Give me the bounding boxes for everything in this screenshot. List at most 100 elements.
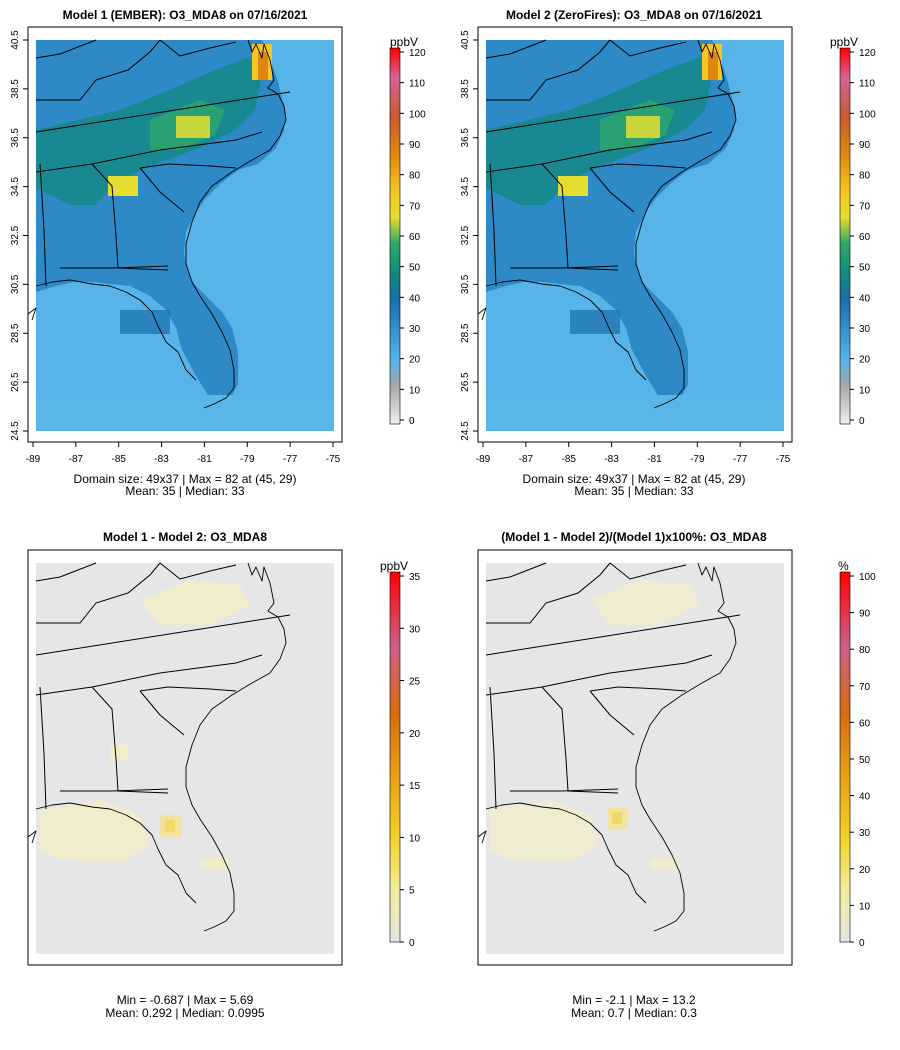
- heatmap-field: [36, 563, 334, 954]
- colorbar-tick-label: 50: [859, 263, 871, 274]
- colorbar-tick-label: 0: [859, 416, 865, 427]
- colorbar: [389, 47, 401, 425]
- stats-line-2: Mean: 0.7 | Median: 0.3: [571, 1006, 697, 1020]
- y-axis: 24.5 26.5 28.5 30.5 32.5 34.5 36.5 38.5 40.5: [10, 30, 29, 441]
- hotspot-cells: [626, 116, 660, 138]
- y-tick-label: 26.5: [10, 372, 21, 392]
- colorbar-tick-label: 15: [409, 781, 421, 792]
- panel-title: Model 1 - Model 2: O3_MDA8: [103, 530, 267, 544]
- colorbar-tick-label: 50: [859, 755, 871, 766]
- panel-title: Model 2 (ZeroFires): O3_MDA8 on 07/16/20…: [506, 8, 762, 22]
- stats-line-2: Mean: 35 | Median: 33: [125, 484, 245, 498]
- colorbar-unit: ppbV: [830, 35, 858, 49]
- colorbar-ticks: 0 10 20 30 40 50 60 70 80 90 100 110 120: [850, 48, 876, 427]
- colorbar-tick-label: 100: [859, 572, 876, 583]
- elevated-cells: [486, 55, 712, 205]
- colorbar-tick-label: 110: [409, 79, 425, 90]
- low-cells: [570, 310, 620, 334]
- stats-line-2: Mean: 35 | Median: 33: [574, 484, 694, 498]
- colorbar-tick-label: 0: [409, 416, 415, 427]
- colorbar-tick-label: 10: [859, 385, 871, 396]
- colorbar-tick-label: 90: [859, 609, 871, 620]
- colorbar-unit: %: [838, 559, 849, 573]
- y-tick-label: 24.5: [10, 421, 21, 441]
- heatmap-field: [36, 40, 334, 431]
- hotspot-cells: [558, 176, 588, 196]
- state-borders: [35, 39, 291, 287]
- colorbar-tick-label: 40: [859, 792, 871, 803]
- y-tick-label: 34.5: [460, 176, 471, 196]
- y-tick-label: 28.5: [460, 323, 471, 343]
- coastline: [477, 39, 737, 409]
- panel-model2: Model 2 (ZeroFires): O3_MDA8 on 07/16/20…: [460, 8, 876, 498]
- x-tick-label: -75: [776, 454, 791, 465]
- y-tick-label: 34.5: [10, 176, 21, 196]
- max-cell: [612, 812, 622, 824]
- hotspot-cells: [176, 116, 210, 138]
- y-tick-label: 28.5: [10, 323, 21, 343]
- colorbar-tick-label: 35: [409, 572, 421, 583]
- colorbar-tick-label: 70: [409, 201, 421, 212]
- hotspot-cells: [108, 176, 138, 196]
- colorbar-tick-label: 0: [859, 938, 865, 949]
- x-tick-label: -87: [69, 454, 84, 465]
- colorbar-tick-label: 20: [409, 355, 421, 366]
- panel-title: (Model 1 - Model 2)/(Model 1)x100%: O3_M…: [501, 530, 767, 544]
- panel-title: Model 1 (EMBER): O3_MDA8 on 07/16/2021: [63, 8, 308, 22]
- x-tick-label: -75: [326, 454, 341, 465]
- x-tick-label: -89: [26, 454, 41, 465]
- y-axis: 24.5 26.5 28.5 30.5 32.5 34.5 36.5 38.5 40.5: [460, 30, 479, 441]
- x-tick-label: -77: [733, 454, 748, 465]
- positive-cells: [200, 858, 228, 870]
- x-tick-label: -87: [519, 454, 534, 465]
- x-tick-label: -77: [283, 454, 298, 465]
- colorbar-tick-label: 30: [409, 624, 421, 635]
- max-cell: [258, 52, 268, 80]
- x-tick-label: -85: [561, 454, 576, 465]
- colorbar-tick-label: 100: [409, 109, 426, 120]
- colorbar-unit: ppbV: [380, 559, 408, 573]
- y-tick-label: 30.5: [10, 274, 21, 294]
- colorbar-tick-label: 30: [859, 828, 871, 839]
- colorbar-tick-label: 20: [409, 729, 421, 740]
- x-tick-label: -81: [197, 454, 212, 465]
- stats-line-2: Mean: 0.292 | Median: 0.0995: [105, 1006, 265, 1020]
- colorbar-tick-label: 90: [859, 140, 871, 151]
- panel-percent-difference: (Model 1 - Model 2)/(Model 1)x100%: O3_M…: [477, 530, 876, 1020]
- colorbar-tick-label: 20: [859, 865, 871, 876]
- colorbar-tick-label: 110: [859, 79, 875, 90]
- colorbar-tick-label: 120: [859, 48, 876, 59]
- low-cells: [120, 310, 170, 334]
- y-tick-label: 32.5: [10, 225, 21, 245]
- y-tick-label: 36.5: [460, 128, 471, 148]
- x-tick-label: -79: [240, 454, 255, 465]
- positive-cells: [590, 580, 700, 625]
- positive-cells: [140, 580, 250, 625]
- colorbar-tick-label: 40: [409, 293, 421, 304]
- max-cell: [165, 820, 175, 832]
- colorbar-tick-label: 90: [409, 140, 421, 151]
- y-tick-label: 40.5: [10, 30, 21, 50]
- positive-cells: [650, 858, 678, 870]
- colorbar-tick-label: 30: [859, 324, 871, 335]
- y-tick-label: 36.5: [10, 128, 21, 148]
- y-tick-label: 40.5: [460, 30, 471, 50]
- ocean-cells: [486, 395, 784, 431]
- colorbar-tick-label: 80: [859, 171, 871, 182]
- coastline: [27, 39, 287, 409]
- state-borders: [35, 562, 291, 810]
- x-tick-label: -83: [604, 454, 619, 465]
- colorbar-tick-label: 60: [859, 232, 871, 243]
- heatmap-field: [486, 40, 784, 431]
- colorbar-ticks: 0 5 10 15 20 25 30 35: [400, 572, 421, 949]
- colorbar-tick-label: 10: [409, 833, 421, 844]
- colorbar: [389, 571, 401, 943]
- stats-line-1: Domain size: 49x37 | Max = 82 at (45, 29…: [523, 472, 746, 486]
- colorbar-ticks: 0 10 20 30 40 50 60 70 80 90 100: [850, 572, 876, 949]
- elevated-cells: [36, 55, 262, 205]
- zero-cells: [486, 563, 784, 954]
- x-tick-label: -79: [690, 454, 705, 465]
- colorbar-tick-label: 60: [409, 232, 421, 243]
- coastline: [477, 562, 737, 932]
